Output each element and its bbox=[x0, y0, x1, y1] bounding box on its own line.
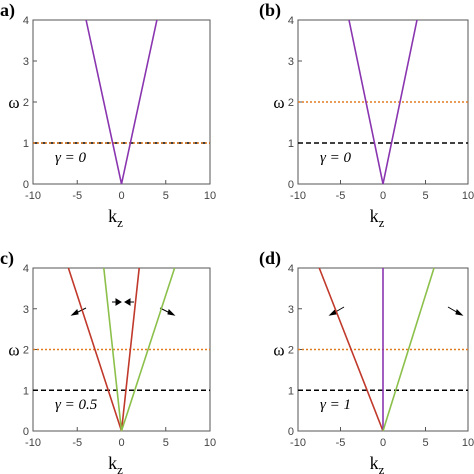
series-line bbox=[318, 267, 384, 432]
x-tick-label: -10 bbox=[25, 437, 41, 449]
x-axis-label-main: k bbox=[370, 206, 379, 226]
x-tick-label: 10 bbox=[204, 437, 216, 449]
x-tick-label: 0 bbox=[380, 190, 386, 202]
x-tick-label: -10 bbox=[25, 190, 41, 202]
y-tick-label: 3 bbox=[288, 304, 294, 316]
y-tick-label: 2 bbox=[23, 345, 29, 357]
y-tick-label: 0 bbox=[288, 179, 294, 191]
x-axis-label: kz bbox=[108, 206, 123, 230]
series-line bbox=[348, 19, 418, 185]
x-tick-label: -10 bbox=[290, 190, 306, 202]
y-tick-label: 1 bbox=[288, 138, 294, 150]
series-line bbox=[85, 19, 158, 185]
x-axis-label-main: k bbox=[108, 206, 117, 226]
y-tick-label: 4 bbox=[288, 15, 294, 27]
y-tick-label: 3 bbox=[23, 304, 29, 316]
x-tick-label: -10 bbox=[290, 437, 306, 449]
y-tick-label: 4 bbox=[23, 263, 29, 275]
panel: 0 1 2 3 4 -10 -5 0 5 10 (d) ω kz γ = 1 bbox=[259, 248, 474, 474]
panel-label: (a) bbox=[0, 0, 15, 21]
x-axis-label-main: k bbox=[370, 453, 379, 473]
x-tick-label: 10 bbox=[204, 190, 216, 202]
x-tick-label: 0 bbox=[380, 437, 386, 449]
y-tick-label: 4 bbox=[23, 15, 29, 27]
x-tick-label: 5 bbox=[422, 190, 428, 202]
x-axis-label: kz bbox=[370, 453, 385, 474]
y-tick-label: 2 bbox=[288, 345, 294, 357]
x-tick-label: 0 bbox=[118, 190, 124, 202]
y-axis-label: ω bbox=[273, 93, 284, 112]
x-tick-label: 5 bbox=[163, 437, 169, 449]
x-tick-label: -5 bbox=[72, 437, 82, 449]
y-tick-label: 1 bbox=[23, 385, 29, 397]
annotation: γ = 0 bbox=[320, 150, 352, 166]
panel: 0 1 2 3 4 -10 -5 0 5 10 (c) ω kz γ = 0.5 bbox=[0, 248, 216, 474]
y-tick-label: 0 bbox=[23, 426, 29, 438]
y-axis-label: ω bbox=[273, 341, 284, 360]
annotation: γ = 1 bbox=[320, 397, 351, 413]
annotation: γ = 0.5 bbox=[55, 397, 98, 413]
panel-label: (c) bbox=[0, 248, 14, 269]
x-axis-label-sub: z bbox=[379, 215, 385, 230]
series-line bbox=[382, 267, 435, 432]
x-axis-label-sub: z bbox=[117, 462, 123, 474]
y-tick-label: 1 bbox=[23, 138, 29, 150]
x-tick-label: 10 bbox=[462, 437, 474, 449]
x-axis-label-sub: z bbox=[379, 462, 385, 474]
panel-label: (b) bbox=[259, 0, 281, 21]
x-tick-label: 0 bbox=[118, 437, 124, 449]
x-tick-label: 5 bbox=[163, 190, 169, 202]
x-tick-label: -5 bbox=[72, 190, 82, 202]
x-tick-label: 10 bbox=[462, 190, 474, 202]
annotation: γ = 0 bbox=[55, 150, 87, 166]
y-tick-label: 2 bbox=[288, 97, 294, 109]
x-tick-label: -5 bbox=[336, 437, 346, 449]
y-tick-label: 3 bbox=[288, 56, 294, 68]
x-axis-label: kz bbox=[370, 206, 385, 230]
panel-label: (d) bbox=[259, 248, 281, 269]
y-tick-label: 3 bbox=[23, 56, 29, 68]
x-axis-label-sub: z bbox=[117, 215, 123, 230]
y-tick-label: 1 bbox=[288, 385, 294, 397]
x-axis-label: kz bbox=[108, 453, 123, 474]
arrows bbox=[70, 298, 464, 316]
y-axis-label: ω bbox=[8, 341, 19, 360]
x-tick-label: -5 bbox=[336, 190, 346, 202]
y-tick-label: 0 bbox=[288, 426, 294, 438]
y-tick-label: 0 bbox=[23, 179, 29, 191]
panel: 0 1 2 3 4 -10 -5 0 5 10 (a) ω kz γ = 0 bbox=[0, 0, 216, 230]
y-tick-label: 2 bbox=[23, 97, 29, 109]
series-line bbox=[103, 267, 176, 432]
panel: 0 1 2 3 4 -10 -5 0 5 10 (b) ω kz γ = 0 bbox=[259, 0, 474, 230]
y-axis-label: ω bbox=[8, 93, 19, 112]
y-tick-label: 4 bbox=[288, 263, 294, 275]
x-tick-label: 5 bbox=[422, 437, 428, 449]
x-axis-label-main: k bbox=[108, 453, 117, 473]
